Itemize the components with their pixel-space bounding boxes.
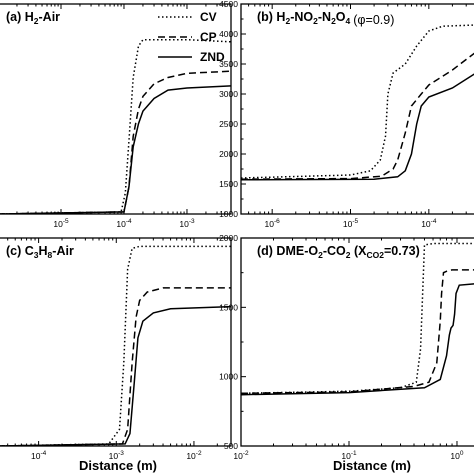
series-znd-line: [241, 283, 474, 396]
y-tick-label: 1000: [219, 372, 238, 382]
series-cp-line: [0, 287, 231, 446]
x-axis-label-right: Distance (m): [333, 458, 411, 473]
x-tick-label: 10-6: [265, 218, 281, 229]
y-tick-label: 2000: [219, 233, 238, 243]
x-tick-label: 10-1: [341, 450, 357, 461]
panel-title: (a) H2-Air: [6, 10, 60, 26]
y-tick-label: 1000: [219, 209, 238, 219]
legend-label-cp: CP: [200, 30, 217, 44]
series-cv-line: [241, 242, 474, 395]
axes-frame: [0, 3, 232, 215]
series-cv-line: [0, 38, 231, 214]
panel-a: 10-5 10-4 10-3 (a) H2-Air: [0, 3, 232, 229]
axes-frame: [240, 3, 474, 215]
panel-title: (c) C3H8-Air: [6, 244, 74, 260]
series-znd-line: [0, 305, 231, 446]
panel-title: (d) DME-O2-CO2 (XCO2=0.73): [257, 244, 420, 260]
x-tick-label: 10-4: [116, 218, 132, 229]
x-tick-label: 10-5: [53, 218, 69, 229]
series-cp-line: [0, 70, 231, 214]
legend: CV CP ZND: [158, 10, 225, 64]
series-cv-line: [0, 245, 231, 446]
y-tick-label: 3500: [219, 59, 238, 69]
series-cv-line: [241, 24, 474, 179]
panel-b: 10-6 10-5 10-4 1000 1500 2000 2500 3000 3500 4000…: [219, 0, 474, 229]
y-tick-label: 2000: [219, 149, 238, 159]
panel-title: (b) H2-NO2-N2O4 (φ=0.9): [257, 10, 394, 27]
series-cp-line: [241, 269, 474, 395]
y-tick-label: 1500: [219, 302, 238, 312]
x-tick-label: 10-4: [421, 218, 437, 229]
y-tick-label: 4000: [219, 29, 238, 39]
x-tick-label: 10-3: [109, 450, 125, 461]
y-tick-label: 2500: [219, 119, 238, 129]
legend-label-znd: ZND: [200, 50, 225, 64]
x-tick-label: 10-5: [343, 218, 359, 229]
x-tick-label: 100: [450, 450, 463, 461]
legend-label-cv: CV: [200, 10, 217, 24]
series-znd-line: [0, 85, 231, 214]
series-cp-line: [241, 52, 474, 180]
x-tick-label: 10-3: [179, 218, 195, 229]
x-tick-label: 10-4: [31, 450, 47, 461]
x-axis-label-left: Distance (m): [79, 458, 157, 473]
y-tick-label: 3000: [219, 89, 238, 99]
y-tick-label: 4500: [219, 0, 238, 9]
x-tick-label: 10-2: [233, 450, 249, 461]
series-znd-line: [241, 73, 474, 181]
y-tick-label: 500: [224, 441, 238, 451]
axes-frame: [0, 237, 232, 447]
x-tick-label: 10-2: [186, 450, 202, 461]
panel-c: 10-4 10-3 10-2 (c) C3H8-Air: [0, 237, 232, 461]
y-tick-label: 1500: [219, 179, 238, 189]
panel-d: 10-2 10-1 100 500 1000 1500 2000 (d) DME-O2-CO2…: [219, 233, 474, 461]
axes-frame: [240, 237, 474, 447]
